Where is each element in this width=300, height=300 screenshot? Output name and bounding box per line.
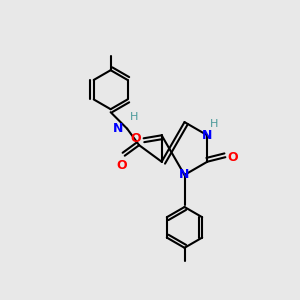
Text: N: N: [113, 122, 124, 135]
Text: N: N: [202, 129, 213, 142]
Text: N: N: [179, 168, 190, 182]
Text: O: O: [116, 159, 127, 172]
Text: O: O: [228, 151, 238, 164]
Text: O: O: [130, 132, 141, 145]
Text: H: H: [210, 119, 218, 129]
Text: H: H: [130, 112, 138, 122]
